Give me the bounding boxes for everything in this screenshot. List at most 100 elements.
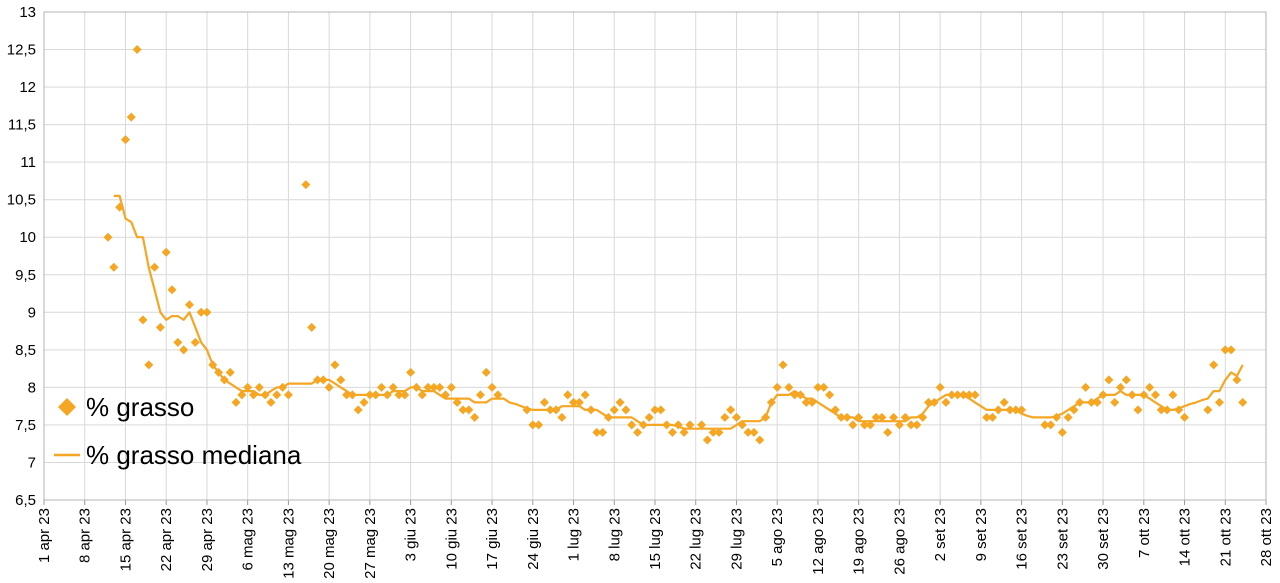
data-point [871, 412, 881, 422]
data-point [161, 247, 171, 257]
data-point [126, 112, 136, 122]
data-point [790, 390, 800, 400]
data-point [842, 412, 852, 422]
x-tick-label: 15 apr 23 [117, 508, 134, 571]
data-point [406, 367, 416, 377]
data-point [935, 382, 945, 392]
x-tick-label: 6 mag 23 [240, 508, 257, 571]
data-point [702, 435, 712, 445]
data-point [231, 397, 241, 407]
data-point [1086, 397, 1096, 407]
data-point [958, 390, 968, 400]
data-point [569, 397, 579, 407]
x-tick-label: 19 ago 23 [851, 508, 868, 575]
data-point [1121, 375, 1131, 385]
data-point [964, 390, 974, 400]
data-point [109, 262, 119, 272]
y-tick-label: 7 [28, 454, 36, 471]
data-point [307, 322, 317, 332]
data-point [1232, 375, 1242, 385]
data-point [377, 382, 387, 392]
y-axis-ticks: 6,5 7 7,5 8 8,5 9 9,5 10 10,5 11 11,5 12 12,5 13 [7, 4, 36, 509]
data-point [1203, 405, 1213, 415]
y-tick-label: 11,5 [8, 117, 36, 134]
y-tick-label: 6,5 [15, 492, 36, 509]
x-tick-label: 26 ago 23 [891, 508, 908, 575]
data-point [208, 360, 218, 370]
data-point [574, 397, 584, 407]
data-point [446, 382, 456, 392]
data-point [266, 397, 276, 407]
data-point [539, 397, 549, 407]
data-point [749, 427, 759, 437]
data-point [225, 367, 235, 377]
axes [43, 11, 1267, 505]
data-point [394, 390, 404, 400]
y-tick-label: 12 [19, 79, 36, 96]
x-tick-label: 22 apr 23 [158, 508, 175, 571]
data-point [720, 412, 730, 422]
data-point [1116, 382, 1126, 392]
data-point [342, 390, 352, 400]
x-tick-label: 17 giu 23 [484, 508, 501, 570]
data-point [219, 375, 229, 385]
data-point [545, 405, 555, 415]
data-point [190, 337, 200, 347]
data-point [1133, 405, 1143, 415]
grid [43, 11, 1267, 501]
data-point [464, 405, 474, 415]
data-point [784, 382, 794, 392]
x-tick-label: 14 ott 23 [1177, 508, 1194, 566]
x-tick-label: 30 set 23 [1095, 508, 1112, 570]
x-tick-label: 16 set 23 [1014, 508, 1031, 570]
data-point [633, 427, 643, 437]
legend-label: % grasso [86, 392, 194, 422]
data-point [743, 427, 753, 437]
data-point [807, 397, 817, 407]
data-point [592, 427, 602, 437]
data-point [423, 382, 433, 392]
data-point [1139, 390, 1149, 400]
data-point [598, 427, 608, 437]
data-point [452, 397, 462, 407]
x-tick-label: 1 lug 23 [566, 508, 583, 561]
data-point [534, 420, 544, 430]
data-point [144, 360, 154, 370]
data-point [801, 397, 811, 407]
data-point [609, 405, 619, 415]
data-point [859, 420, 869, 430]
data-point [441, 390, 451, 400]
data-point [615, 397, 625, 407]
x-tick-label: 5 ago 23 [769, 508, 786, 566]
data-point [923, 397, 933, 407]
x-tick-label: 21 ott 23 [1217, 508, 1234, 566]
data-point [737, 420, 747, 430]
data-point [184, 300, 194, 310]
data-point [563, 390, 573, 400]
data-point [830, 405, 840, 415]
plot-border [43, 11, 1267, 501]
data-point [947, 390, 957, 400]
data-point [1011, 405, 1021, 415]
data-point [778, 360, 788, 370]
data-point [138, 315, 148, 325]
data-point [272, 390, 282, 400]
data-point [580, 390, 590, 400]
data-point [772, 382, 782, 392]
data-point [347, 390, 357, 400]
data-point [1150, 390, 1160, 400]
x-tick-label: 2 set 23 [932, 508, 949, 561]
data-point [1052, 412, 1062, 422]
data-point [528, 420, 538, 430]
data-point [679, 427, 689, 437]
data-point [167, 285, 177, 295]
data-point [103, 232, 113, 242]
legend-label: % grasso mediana [86, 440, 302, 470]
x-tick-label: 20 mag 23 [321, 508, 338, 579]
data-point [1226, 345, 1236, 355]
data-point [173, 337, 183, 347]
data-point [435, 382, 445, 392]
y-tick-label: 10 [19, 229, 36, 246]
data-point [953, 390, 963, 400]
x-tick-label: 7 ott 23 [1136, 508, 1153, 558]
